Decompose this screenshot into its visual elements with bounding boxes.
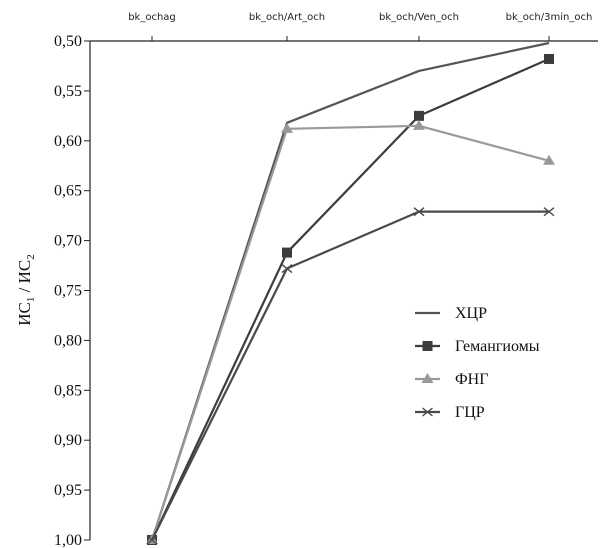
y-tick-label: 0,80: [54, 332, 82, 349]
y-tick-label: 0,55: [54, 83, 82, 100]
y-label-sub-1: 1: [25, 297, 37, 303]
legend-item: ГЦР: [415, 404, 485, 421]
y-tick-label: 0,95: [54, 482, 82, 499]
y-tick-label: 0,65: [54, 183, 82, 200]
square-marker: [544, 53, 554, 64]
x-marker-stroke: [422, 407, 433, 417]
x-marker-stroke: [281, 263, 293, 274]
y-label-sub-2: 2: [25, 254, 37, 260]
series-line: [150, 41, 550, 541]
y-tick-label: 0,75: [54, 283, 82, 300]
x-marker: [146, 535, 158, 545]
series-line: [151, 210, 549, 541]
x-marker-stroke: [146, 535, 158, 545]
x-marker: [413, 207, 425, 217]
y-axis: 0,50 0,55 0,60 0,65 0,70 0,75 0,80 0,85 0,90 0,95…: [54, 33, 598, 548]
y-tick-label: 0,90: [54, 432, 82, 449]
category-labels: bk_ochag bk_och/Art_och bk_och/Ven_och bk_o…: [128, 12, 592, 23]
series-lines: [146, 41, 555, 545]
legend-item: Гемангиомы: [415, 338, 540, 355]
legend-label: ФНГ: [455, 371, 488, 388]
y-tick-label: 0,70: [54, 233, 82, 250]
y-tick-label: 0,85: [54, 382, 82, 399]
triangle-marker: [413, 119, 425, 130]
series-3: [146, 119, 555, 544]
x-marker-stroke: [413, 207, 425, 217]
square-marker: [414, 110, 424, 121]
series-1: [150, 41, 550, 541]
x-marker: [281, 263, 293, 274]
y-axis-label: ИС1 / ИС2: [15, 254, 37, 325]
legend-item: ХЦР: [415, 305, 487, 322]
legend-label: Гемангиомы: [455, 338, 540, 355]
category-label: bk_och/Art_och: [249, 12, 325, 23]
square-marker: [422, 341, 433, 351]
triangle-marker: [281, 122, 293, 133]
x-marker: [422, 407, 433, 417]
legend-label: ГЦР: [455, 404, 485, 421]
category-label: bk_och/Ven_och: [379, 12, 459, 23]
square-marker: [282, 247, 292, 258]
triangle-marker: [543, 154, 555, 165]
series-4: [146, 207, 555, 545]
category-label: bk_ochag: [128, 12, 176, 23]
y-label-part-2: / ИС: [15, 260, 34, 297]
y-tick-label: 0,50: [54, 33, 82, 50]
series-line: [151, 57, 550, 541]
x-marker: [543, 207, 555, 217]
legend-item: ФНГ: [415, 371, 488, 388]
y-label-part-1: ИС: [15, 302, 34, 326]
y-tick-label: 0,60: [54, 133, 82, 150]
x-marker-stroke: [543, 207, 555, 217]
y-tick-label: 1,00: [54, 532, 82, 548]
legend: ХЦР Гемангиомы ФНГ ГЦР: [415, 305, 540, 421]
series-line: [150, 124, 550, 541]
legend-label: ХЦР: [455, 305, 487, 322]
triangle-marker: [421, 373, 434, 383]
category-label: bk_och/3min_och: [506, 12, 593, 23]
